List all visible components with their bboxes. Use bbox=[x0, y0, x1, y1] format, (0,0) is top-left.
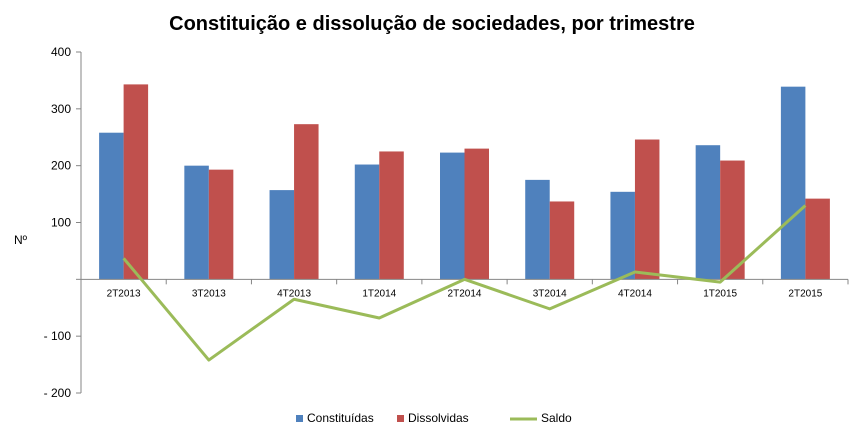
y-tick-label: - 100 bbox=[44, 329, 72, 343]
bar-constituidas bbox=[269, 190, 295, 280]
x-tick-label: 2T2015 bbox=[788, 288, 822, 299]
x-tick-label: 3T2014 bbox=[533, 288, 567, 299]
bar-constituidas bbox=[99, 132, 124, 280]
x-tick-label: 3T2013 bbox=[192, 288, 226, 299]
bar-constituidas bbox=[184, 165, 209, 280]
bar-dissolvidas bbox=[208, 169, 234, 280]
plot-area: 400 300 200 100 - 100 - 200 2T2013 3T2013 4T2013… bbox=[44, 45, 849, 400]
chart-title: Constituição e dissolução de sociedades,… bbox=[169, 13, 695, 35]
x-tick-label: 1T2014 bbox=[362, 288, 396, 299]
legend: Constituídas Dissolvidas Saldo bbox=[296, 411, 572, 425]
y-tick-label: - 200 bbox=[44, 386, 72, 400]
x-tick-label: 2T2013 bbox=[107, 288, 141, 299]
bar-dissolvidas bbox=[549, 201, 575, 280]
saldo-line bbox=[122, 204, 807, 362]
legend-swatch bbox=[296, 415, 303, 422]
bar-dissolvidas bbox=[464, 148, 489, 280]
legend-swatch bbox=[397, 415, 404, 422]
x-tick-label: 2T2014 bbox=[448, 288, 482, 299]
bar-constituidas bbox=[695, 145, 721, 280]
y-tick-label: 100 bbox=[51, 216, 71, 230]
bar-dissolvidas bbox=[294, 124, 319, 280]
legend-label: Saldo bbox=[541, 411, 572, 425]
bar-constituidas bbox=[525, 179, 550, 280]
bar-dissolvidas bbox=[123, 84, 149, 280]
bar-constituidas bbox=[610, 191, 635, 280]
x-tick-label: 4T2014 bbox=[618, 288, 652, 299]
bar-dissolvidas bbox=[805, 198, 830, 280]
y-tick-label: 300 bbox=[51, 102, 71, 116]
bar-dissolvidas bbox=[634, 139, 660, 280]
bar-constituidas bbox=[440, 152, 465, 280]
y-axis-label: Nº bbox=[14, 233, 28, 247]
legend-label: Dissolvidas bbox=[408, 411, 469, 425]
bar-constituidas bbox=[354, 164, 380, 280]
legend-label: Constituídas bbox=[307, 411, 374, 425]
x-tick-label: 1T2015 bbox=[703, 288, 737, 299]
bar-dissolvidas bbox=[379, 151, 404, 280]
x-tick-label: 4T2013 bbox=[277, 288, 311, 299]
bar-constituidas bbox=[780, 86, 806, 280]
y-tick-label: 200 bbox=[51, 159, 71, 173]
bar-dissolvidas bbox=[720, 160, 745, 280]
y-tick-label: 400 bbox=[51, 45, 71, 59]
